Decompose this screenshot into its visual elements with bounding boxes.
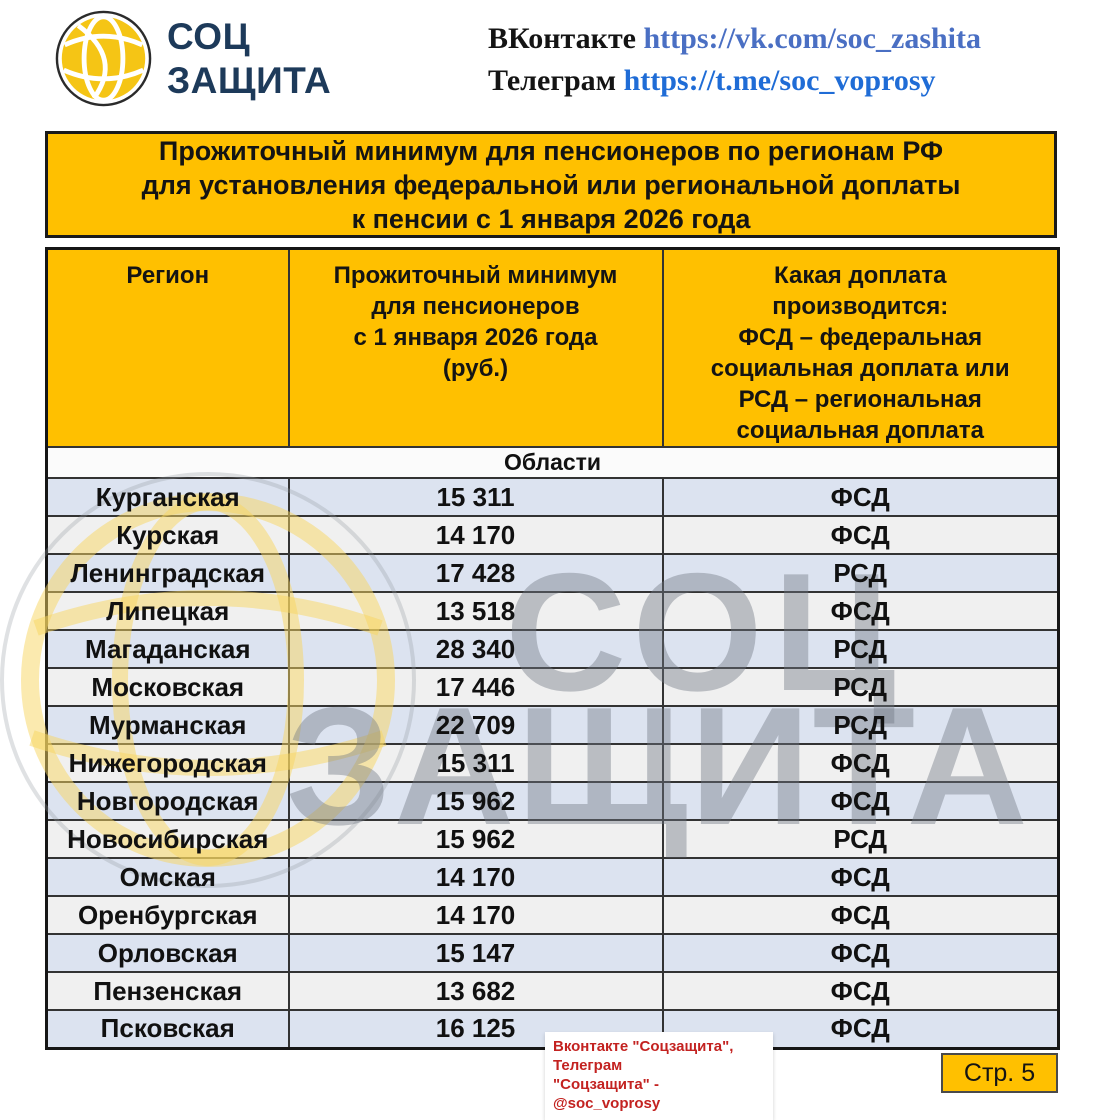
value-cell: 17 428 (287, 553, 664, 593)
vk-line: ВКонтакте https://vk.com/soc_zashita (488, 18, 981, 60)
table-row: Орловская 15 147 ФСД (45, 933, 1060, 973)
title-line3: к пенсии с 1 января 2026 года (351, 203, 751, 234)
table-row: Московская 17 446 РСД (45, 667, 1060, 707)
table-row: Пензенская 13 682 ФСД (45, 971, 1060, 1011)
value-cell: 14 170 (287, 857, 664, 897)
type-cell: ФСД (661, 743, 1060, 783)
region-cell: Магаданская (45, 629, 290, 669)
title-line1: Прожиточный минимум для пенсионеров по р… (158, 135, 944, 166)
type-cell: ФСД (661, 933, 1060, 973)
table-row: Мурманская 22 709 РСД (45, 705, 1060, 745)
value-cell: 28 340 (287, 629, 664, 669)
value-cell: 14 170 (287, 895, 664, 935)
value-cell: 15 962 (287, 781, 664, 821)
social-note-line1: Вконтакте "Соцзащита", Телеграм (553, 1038, 734, 1074)
table-row: Курганская 15 311 ФСД (45, 477, 1060, 517)
region-cell: Оренбургская (45, 895, 290, 935)
table-row: Оренбургская 14 170 ФСД (45, 895, 1060, 935)
region-cell: Мурманская (45, 705, 290, 745)
table-row: Новосибирская 15 962 РСД (45, 819, 1060, 859)
table-row: Липецкая 13 518 ФСД (45, 591, 1060, 631)
type-cell: ФСД (661, 515, 1060, 555)
title-banner: Прожиточный минимум для пенсионеров по р… (45, 131, 1057, 238)
value-cell: 13 518 (287, 591, 664, 631)
section-label-cell: Области (45, 446, 1060, 479)
header-region: Регион (45, 247, 290, 448)
soc-zashita-logo: СОЦ ЗАЩИТА (55, 10, 331, 107)
social-note: Вконтакте "Соцзащита", Телеграм "Соцзащи… (545, 1032, 773, 1120)
type-cell: ФСД (661, 591, 1060, 631)
social-note-line2: "Соцзащита" - @soc_voprosy (553, 1076, 661, 1112)
table-row: Псковская 16 125 ФСД (45, 1009, 1060, 1049)
table-row: Курская 14 170 ФСД (45, 515, 1060, 555)
value-cell: 17 446 (287, 667, 664, 707)
page: СОЦ ЗАЩИТА СОЦ ЗАЩИТА ВКонтакте https://… (0, 10, 1060, 1112)
value-cell: 15 311 (287, 477, 664, 517)
type-cell: ФСД (661, 895, 1060, 935)
region-cell: Курганская (45, 477, 290, 517)
section-row: Области (45, 446, 1060, 479)
regions-table-wrap: Регион Прожиточный минимум для пенсионер… (45, 247, 1060, 1050)
region-cell: Ленинградская (45, 553, 290, 593)
type-cell: РСД (661, 553, 1060, 593)
type-cell: ФСД (661, 971, 1060, 1011)
type-cell: РСД (661, 629, 1060, 669)
logo-text: СОЦ ЗАЩИТА (167, 15, 331, 103)
region-cell: Новосибирская (45, 819, 290, 859)
regions-table: Регион Прожиточный минимум для пенсионер… (45, 247, 1060, 1050)
table-row: Ленинградская 17 428 РСД (45, 553, 1060, 593)
header-minimum: Прожиточный минимум для пенсионеров с 1 … (287, 247, 664, 448)
value-cell: 15 311 (287, 743, 664, 783)
region-cell: Орловская (45, 933, 290, 973)
table-row: Магаданская 28 340 РСД (45, 629, 1060, 669)
type-cell: ФСД (661, 781, 1060, 821)
region-cell: Пензенская (45, 971, 290, 1011)
vk-link[interactable]: https://vk.com/soc_zashita (643, 22, 982, 55)
table-row: Омская 14 170 ФСД (45, 857, 1060, 897)
page-number-badge: Стр. 5 (941, 1053, 1058, 1093)
region-cell: Московская (45, 667, 290, 707)
type-cell: РСД (661, 705, 1060, 745)
value-cell: 15 962 (287, 819, 664, 859)
region-cell: Нижегородская (45, 743, 290, 783)
value-cell: 14 170 (287, 515, 664, 555)
telegram-link[interactable]: https://t.me/soc_voprosy (623, 64, 936, 97)
table-header-row: Регион Прожиточный минимум для пенсионер… (45, 247, 1060, 448)
telegram-label: Телеграм (488, 64, 617, 97)
type-cell: ФСД (661, 857, 1060, 897)
type-cell: РСД (661, 667, 1060, 707)
region-cell: Курская (45, 515, 290, 555)
value-cell: 15 147 (287, 933, 664, 973)
region-cell: Новгородская (45, 781, 290, 821)
title-line2: для установления федеральной или региона… (141, 169, 961, 200)
type-cell: ФСД (661, 1009, 1060, 1049)
vk-label: ВКонтакте (488, 22, 636, 55)
type-cell: РСД (661, 819, 1060, 859)
value-cell: 13 682 (287, 971, 664, 1011)
social-links: ВКонтакте https://vk.com/soc_zashita Тел… (488, 18, 981, 102)
table-row: Новгородская 15 962 ФСД (45, 781, 1060, 821)
type-cell: ФСД (661, 477, 1060, 517)
region-cell: Псковская (45, 1009, 290, 1049)
table-row: Нижегородская 15 311 ФСД (45, 743, 1060, 783)
header-supplement: Какая доплата производится: ФСД – федера… (661, 247, 1060, 448)
logo-text-line1: СОЦ (167, 15, 251, 57)
region-cell: Липецкая (45, 591, 290, 631)
region-cell: Омская (45, 857, 290, 897)
globe-logo-icon (55, 10, 152, 107)
value-cell: 22 709 (287, 705, 664, 745)
telegram-line: Телеграм https://t.me/soc_voprosy (488, 60, 981, 102)
logo-text-line2: ЗАЩИТА (167, 59, 332, 101)
value-cell: 16 125 (287, 1009, 664, 1049)
